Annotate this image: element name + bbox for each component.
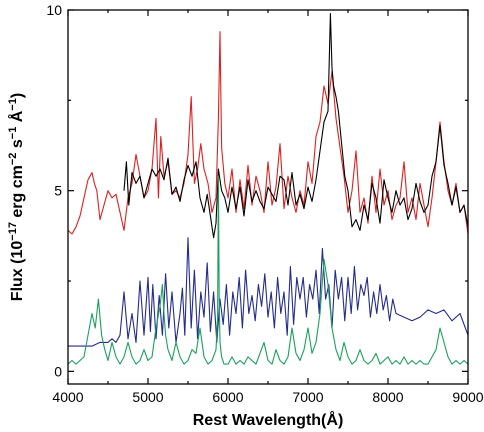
y-tick-label: 10	[46, 2, 62, 18]
series-line-2	[123, 13, 468, 239]
y-tick-label: 0	[54, 363, 62, 379]
ticks-layer	[67, 9, 469, 384]
x-tick-label: 4000	[52, 389, 83, 405]
series-line-3	[68, 237, 468, 347]
y-axis-title: Flux (10−17 erg cm−2 s−1 Å−1)	[7, 93, 26, 301]
x-tick-label: 5000	[132, 389, 163, 405]
x-tick-label: 9000	[452, 389, 483, 405]
tick-labels-layer: 4000 5000 6000 7000 8000 9000 0 5 10	[46, 2, 483, 405]
x-tick-label: 7000	[292, 389, 323, 405]
series-layer	[68, 13, 468, 365]
x-tick-label: 6000	[212, 389, 243, 405]
y-tick-label: 5	[54, 183, 62, 199]
series-line-4	[68, 175, 468, 365]
x-axis-title: Rest Wavelength(Å)	[193, 410, 344, 429]
series-line-1	[68, 31, 468, 235]
x-tick-label: 8000	[372, 389, 403, 405]
